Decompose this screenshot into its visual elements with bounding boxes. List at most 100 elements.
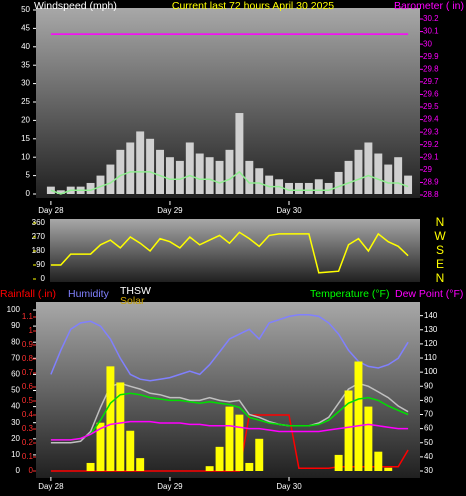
bar xyxy=(245,160,254,194)
y2-tick-label: 28.8 xyxy=(423,190,439,199)
y2-tick-label: 29.1 xyxy=(423,152,439,161)
bar xyxy=(255,168,264,194)
bar xyxy=(404,175,413,194)
bar xyxy=(235,414,244,471)
bar xyxy=(146,138,155,194)
bar xyxy=(56,190,65,194)
y2-tick-label: 60 xyxy=(424,424,433,433)
y-tick-label: 70 xyxy=(11,353,20,362)
y3-tick-label: 0 xyxy=(29,466,34,475)
x-tick-label: Day 29 xyxy=(157,206,183,215)
bar xyxy=(106,164,115,194)
bar xyxy=(116,382,125,471)
y-tick-label: 40 xyxy=(11,402,20,411)
y-tick-label: 100 xyxy=(7,305,21,314)
bar xyxy=(364,406,373,471)
y-tick-label: 10 xyxy=(21,152,30,161)
y2-tick-label: 29.4 xyxy=(423,115,439,124)
bar xyxy=(285,182,293,194)
y-tick-label: 270 xyxy=(32,232,46,241)
y2-tick-label: 130 xyxy=(424,325,438,334)
bar xyxy=(96,175,105,194)
bar xyxy=(294,182,303,194)
y2-tick-label: 100 xyxy=(424,367,438,376)
y-tick-label: 40 xyxy=(21,42,30,51)
series-line xyxy=(50,170,409,195)
bar xyxy=(136,131,145,194)
bar xyxy=(255,438,264,471)
y2-tick-label: 70 xyxy=(424,410,433,419)
bar xyxy=(205,466,214,471)
y2-tick-label: N xyxy=(436,271,445,285)
bar xyxy=(136,458,145,471)
bar xyxy=(265,175,274,194)
bar xyxy=(304,182,313,194)
y-tick-label: 45 xyxy=(21,24,30,33)
y-tick-label: 0 xyxy=(26,189,31,198)
bar xyxy=(46,186,55,194)
bar xyxy=(195,153,204,194)
legend-entry: Temperature (°F) xyxy=(310,288,389,300)
y-tick-label: 15 xyxy=(21,134,30,143)
bar xyxy=(116,149,125,194)
legend-entry: Dew Point (°F) xyxy=(395,288,463,300)
bar xyxy=(106,366,115,471)
y-tick-label: 30 xyxy=(21,79,30,88)
bar xyxy=(384,467,393,471)
y3-tick-label: 0.3 xyxy=(22,424,34,433)
bar xyxy=(334,171,343,194)
y2-tick-label: 29 xyxy=(423,165,432,174)
series-line xyxy=(50,420,409,441)
y3-tick-label: 0.7 xyxy=(22,368,34,377)
x-tick-label: Day 30 xyxy=(276,206,302,215)
bar xyxy=(344,160,353,194)
bar xyxy=(156,149,164,194)
y2-tick-label: 30.2 xyxy=(423,14,439,23)
y2-tick-label: N xyxy=(436,215,445,229)
legend-entry: Solar xyxy=(120,295,145,307)
bar xyxy=(205,157,214,194)
bar xyxy=(225,406,234,471)
y2-tick-label: 29.8 xyxy=(423,64,439,73)
series-line xyxy=(50,392,409,441)
bar xyxy=(334,454,343,471)
bar xyxy=(354,149,363,194)
bar xyxy=(344,390,353,471)
y3-tick-label: 0.8 xyxy=(22,354,34,363)
x-tick-label: Day 30 xyxy=(276,482,302,491)
y-tick-label: 90 xyxy=(11,321,20,330)
y-tick-label: 80 xyxy=(11,337,20,346)
legend-entry: THSW xyxy=(120,285,151,297)
y-tick-label: 0 xyxy=(16,466,21,475)
y2-tick-label: 29.2 xyxy=(423,140,439,149)
y3-tick-label: 0.9 xyxy=(22,340,34,349)
y-tick-label: 20 xyxy=(11,434,20,443)
bar xyxy=(374,153,383,194)
y-tick-label: 180 xyxy=(32,246,46,255)
bar xyxy=(324,182,333,194)
y-tick-label: 35 xyxy=(21,60,30,69)
bar xyxy=(314,179,323,194)
y2-tick-label: 80 xyxy=(424,395,433,404)
y3-tick-label: 0.5 xyxy=(22,396,34,405)
y-tick-label: 30 xyxy=(11,418,20,427)
bar xyxy=(245,462,254,471)
bar xyxy=(354,361,363,471)
y-tick-label: 360 xyxy=(32,218,46,227)
bar xyxy=(394,157,403,194)
y-tick-label: 5 xyxy=(26,171,31,180)
y2-tick-label: 90 xyxy=(424,381,433,390)
y2-tick-label: 29.9 xyxy=(423,52,439,61)
y2-tick-label: 29.6 xyxy=(423,90,439,99)
y2-tick-label: 28.9 xyxy=(423,178,439,187)
bar xyxy=(374,451,383,471)
y-tick-label: 60 xyxy=(11,370,20,379)
y2-axis-label: Barometer ( in) xyxy=(394,0,464,12)
bar xyxy=(86,462,95,471)
y-tick-label: 20 xyxy=(21,116,30,125)
y2-tick-label: 110 xyxy=(424,353,437,362)
bar xyxy=(215,160,224,194)
y3-tick-label: 0.1 xyxy=(22,452,34,461)
bar xyxy=(126,142,135,194)
